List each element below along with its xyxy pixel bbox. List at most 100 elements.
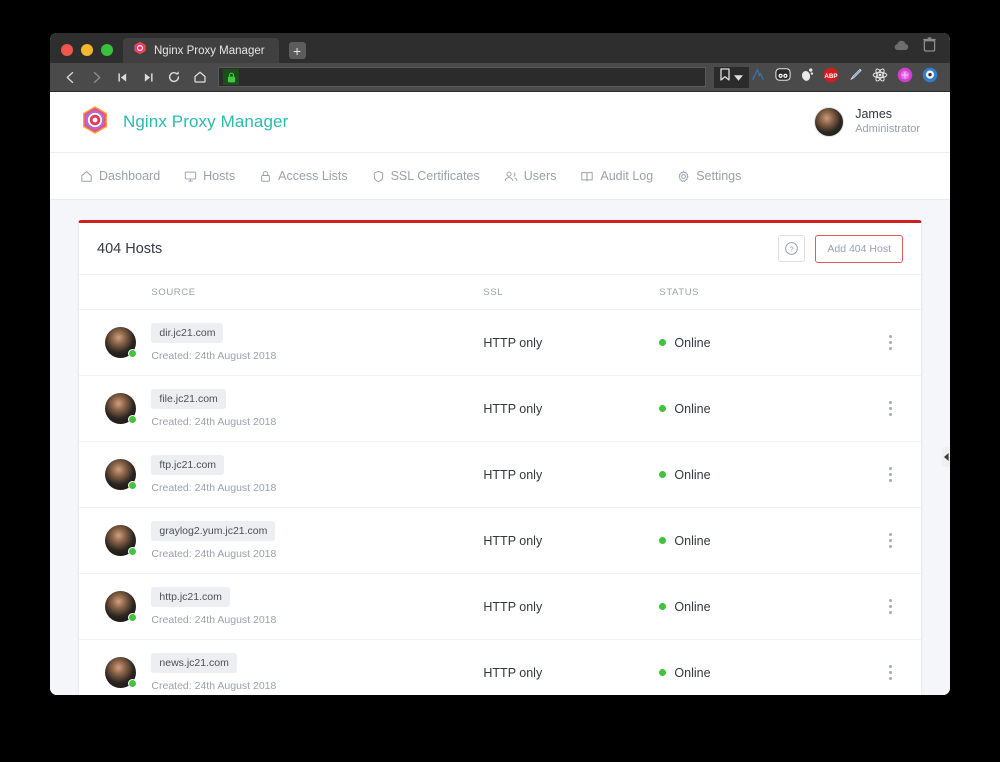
table-row[interactable]: graylog2.yum.jc21.com Created: 24th Augus…	[79, 507, 921, 574]
address-bar[interactable]	[218, 67, 706, 87]
violentmonkey-icon[interactable]	[897, 67, 913, 88]
ssl-status: HTTP only	[483, 599, 543, 614]
cloud-icon[interactable]	[894, 38, 909, 56]
home-button[interactable]	[188, 66, 212, 88]
help-button[interactable]: ?	[778, 235, 806, 262]
main-navigation: Dashboard Hosts Access Lists SSL Certifi…	[50, 153, 950, 200]
nav-item-dashboard[interactable]: Dashboard	[80, 169, 160, 183]
domain-badge[interactable]: http.jc21.com	[151, 587, 230, 607]
lock-icon	[223, 69, 239, 85]
nav-item-settings[interactable]: Settings	[677, 169, 741, 183]
row-ssl-cell: HTTP only	[483, 573, 660, 640]
nav-label: Access Lists	[278, 169, 348, 183]
browser-toolbar: ABP	[50, 63, 950, 92]
status-badge: Online	[674, 665, 711, 680]
nav-item-users[interactable]: Users	[504, 169, 556, 183]
status-badge: Online	[674, 401, 711, 416]
color-picker-icon[interactable]	[848, 67, 863, 87]
browser-tab-strip: Nginx Proxy Manager +	[50, 33, 950, 63]
row-source-cell: dir.jc21.com Created: 24th August 2018	[151, 309, 484, 376]
bookmark-icon	[720, 68, 730, 86]
created-date: Created: 24th August 2018	[151, 416, 277, 428]
status-badge: Online	[674, 335, 711, 350]
avatar-wrapper	[105, 657, 137, 688]
browser-tab[interactable]: Nginx Proxy Manager	[123, 38, 279, 63]
adblock-plus-icon[interactable]: ABP	[823, 67, 839, 88]
column-status: STATUS	[659, 275, 861, 310]
avatar-wrapper	[105, 525, 137, 556]
domain-badge[interactable]: graylog2.yum.jc21.com	[151, 521, 276, 541]
minimize-window-button[interactable]	[81, 44, 93, 56]
row-avatar-cell	[79, 375, 152, 442]
privacy-badger-icon[interactable]	[922, 67, 938, 88]
bookmarks-button[interactable]	[714, 66, 749, 88]
table-row[interactable]: dir.jc21.com Created: 24th August 2018 HTT…	[79, 309, 921, 376]
status-dot	[659, 405, 667, 412]
nav-item-hosts[interactable]: Hosts	[184, 169, 235, 183]
row-ssl-cell: HTTP only	[483, 309, 660, 376]
nav-item-access-lists[interactable]: Access Lists	[259, 169, 348, 183]
domain-badge[interactable]: dir.jc21.com	[151, 323, 224, 343]
last-page-button[interactable]	[136, 66, 160, 88]
new-tab-button[interactable]: +	[288, 42, 306, 59]
status-badge: Online	[674, 533, 711, 548]
reload-button[interactable]	[162, 66, 186, 88]
row-menu-button[interactable]	[861, 533, 921, 548]
online-indicator-dot	[128, 679, 137, 688]
browser-tab-title: Nginx Proxy Manager	[154, 44, 265, 57]
window-controls	[50, 44, 123, 63]
row-source-cell: graylog2.yum.jc21.com Created: 24th Augus…	[151, 507, 484, 574]
react-devtools-icon[interactable]	[872, 67, 888, 88]
page-title: 404 Hosts	[97, 240, 163, 257]
domain-badge[interactable]: file.jc21.com	[151, 389, 226, 409]
row-menu-button[interactable]	[861, 599, 921, 614]
nav-label: SSL Certificates	[390, 169, 480, 183]
online-indicator-dot	[128, 613, 137, 622]
table-row[interactable]: http.jc21.com Created: 24th August 2018 HT…	[79, 573, 921, 640]
back-button[interactable]	[58, 66, 82, 88]
row-status-cell: Online	[659, 309, 861, 376]
browser-window: Nginx Proxy Manager +	[50, 33, 950, 695]
add-404-host-button[interactable]: Add 404 Host	[815, 234, 903, 263]
table-row[interactable]: file.jc21.com Created: 24th August 2018 HT…	[79, 375, 921, 442]
forward-button[interactable]	[84, 66, 108, 88]
user-name: James	[855, 107, 893, 122]
table-body: dir.jc21.com Created: 24th August 2018 HTT…	[79, 309, 921, 695]
table-row[interactable]: news.jc21.com Created: 24th August 2018 HT…	[79, 639, 921, 695]
row-menu-button[interactable]	[861, 335, 921, 350]
app-header: Nginx Proxy Manager James Administrator	[50, 92, 950, 153]
ssl-status: HTTP only	[483, 401, 543, 416]
nav-item-ssl-certificates[interactable]: SSL Certificates	[372, 169, 480, 183]
row-menu-button[interactable]	[861, 467, 921, 482]
ublock-icon[interactable]	[775, 67, 791, 87]
table-row[interactable]: ftp.jc21.com Created: 24th August 2018 HTT…	[79, 441, 921, 508]
first-page-button[interactable]	[110, 66, 134, 88]
column-source: SOURCE	[151, 275, 484, 310]
column-avatar	[79, 275, 152, 310]
user-info: James Administrator	[855, 107, 920, 136]
row-avatar-cell	[79, 573, 152, 640]
created-date: Created: 24th August 2018	[151, 350, 277, 362]
close-window-button[interactable]	[61, 44, 73, 56]
row-source-cell: ftp.jc21.com Created: 24th August 2018	[151, 441, 484, 508]
nav-item-audit-log[interactable]: Audit Log	[580, 169, 653, 183]
domain-badge[interactable]: news.jc21.com	[151, 653, 237, 673]
domain-badge[interactable]: ftp.jc21.com	[151, 455, 225, 475]
user-role: Administrator	[855, 122, 920, 135]
row-ssl-cell: HTTP only	[483, 639, 660, 695]
trash-icon[interactable]	[923, 37, 936, 57]
user-menu[interactable]: James Administrator	[814, 107, 920, 137]
row-status-cell: Online	[659, 573, 861, 640]
pocket-icon[interactable]	[751, 67, 766, 87]
ssl-status: HTTP only	[483, 335, 543, 350]
gnome-foot-icon[interactable]	[800, 67, 814, 87]
avatar-wrapper	[105, 591, 137, 622]
row-menu-button[interactable]	[861, 665, 921, 680]
page-viewport: Nginx Proxy Manager James Administrator …	[50, 92, 950, 695]
column-actions	[860, 275, 921, 310]
panel-toggle-handle[interactable]	[942, 447, 950, 467]
maximize-window-button[interactable]	[101, 44, 113, 56]
created-date: Created: 24th August 2018	[151, 614, 277, 626]
brand[interactable]: Nginx Proxy Manager	[80, 105, 288, 140]
row-menu-button[interactable]	[861, 401, 921, 416]
